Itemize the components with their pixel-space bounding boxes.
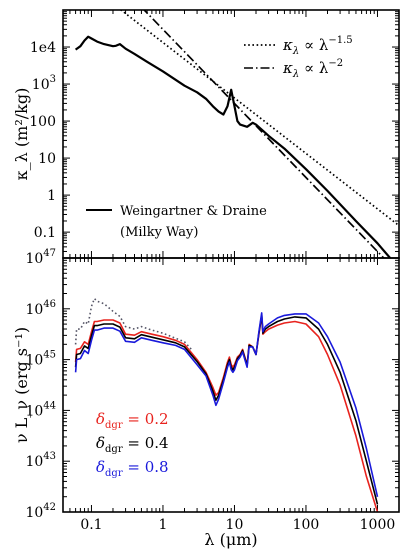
y-tick-label: 1044 bbox=[25, 400, 56, 419]
bottom-series-line-3 bbox=[74, 312, 379, 497]
y-tick-label: 1043 bbox=[25, 451, 56, 470]
top-y-axis-label: κ_λ (m²/kg) bbox=[12, 88, 31, 181]
y-tick-label: 1045 bbox=[25, 350, 56, 369]
top-series-line-0 bbox=[74, 35, 391, 258]
y-tick-label: 1046 bbox=[25, 299, 56, 318]
legend-delta-0-8: δdgr = 0.8 bbox=[96, 458, 169, 479]
bottom-x-tick-labels: 0.1 1 10 100 1000 bbox=[80, 517, 395, 533]
legend-label-lambda-1-5: κλ ∝ λ−1.5 bbox=[282, 35, 353, 57]
y-tick-label: 100 bbox=[29, 114, 56, 130]
bottom-series-line-1 bbox=[74, 315, 379, 512]
y-tick-label: 103 bbox=[32, 74, 56, 93]
y-tick-label: 0.1 bbox=[34, 225, 56, 241]
bottom-panel: 1042 1043 1044 1045 1046 1047 0.1 1 10 100 1000 ν… bbox=[12, 248, 400, 549]
top-series-line-1 bbox=[119, 10, 399, 227]
top-series-line-2 bbox=[143, 10, 385, 258]
x-tick-label: 0.1 bbox=[80, 517, 102, 533]
x-tick-label: 10 bbox=[226, 517, 244, 533]
bottom-x-axis-label: λ (μm) bbox=[204, 530, 257, 549]
legend-weingartner: Weingartner & Draine (Milky Way) bbox=[86, 204, 267, 240]
y-tick-label: 1042 bbox=[25, 502, 56, 521]
y-tick-label: 1047 bbox=[25, 248, 56, 267]
top-y-tick-labels: 0.1 1 10 100 103 1e4 bbox=[29, 40, 56, 241]
bottom-series-line-0 bbox=[74, 297, 192, 350]
y-tick-label: 1 bbox=[47, 188, 56, 204]
bottom-series-line-2 bbox=[74, 314, 379, 505]
x-tick-label: 100 bbox=[293, 517, 320, 533]
top-panel: 0.1 1 10 100 103 1e4 κ_λ (m²/kg) κλ ∝ λ−1.5 κ… bbox=[12, 9, 400, 259]
bottom-series-group bbox=[74, 297, 379, 512]
bottom-y-tick-labels: 1042 1043 1044 1045 1046 1047 bbox=[25, 248, 56, 521]
y-tick-label: 10 bbox=[38, 151, 56, 167]
legend-label-weingartner: Weingartner & Draine bbox=[120, 204, 267, 219]
legend-label-milky-way: (Milky Way) bbox=[120, 225, 198, 240]
x-tick-label: 1 bbox=[158, 517, 167, 533]
legend-delta-0-2: δdgr = 0.2 bbox=[96, 410, 169, 431]
bottom-axes-frame bbox=[62, 257, 400, 513]
legend-delta-0-4: δdgr = 0.4 bbox=[96, 434, 169, 455]
legend-top: κλ ∝ λ−1.5 κλ ∝ λ−2 bbox=[244, 35, 353, 80]
legend-label-lambda-2: κλ ∝ λ−2 bbox=[282, 58, 343, 80]
bottom-y-axis-label: ν L_ν (erg s⁻¹) bbox=[12, 327, 31, 443]
legend-delta: δdgr = 0.2 δdgr = 0.4 δdgr = 0.8 bbox=[96, 410, 169, 479]
x-tick-label: 1000 bbox=[360, 517, 396, 533]
top-series-group bbox=[74, 10, 399, 258]
y-tick-label: 1e4 bbox=[30, 40, 56, 56]
